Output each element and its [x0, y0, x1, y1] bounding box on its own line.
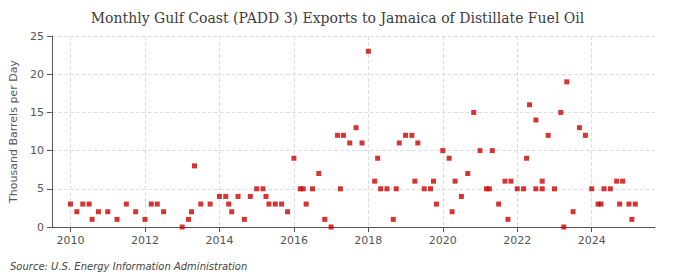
- svg-text:0: 0: [37, 221, 44, 234]
- svg-text:20: 20: [30, 68, 44, 81]
- svg-text:Monthly Gulf Coast (PADD 3) Ex: Monthly Gulf Coast (PADD 3) Exports to J…: [91, 10, 585, 26]
- svg-text:2018: 2018: [354, 234, 382, 247]
- svg-text:2022: 2022: [503, 234, 531, 247]
- svg-text:2016: 2016: [280, 234, 308, 247]
- svg-text:15: 15: [30, 106, 44, 119]
- svg-text:Thousand Barrels per Day: Thousand Barrels per Day: [7, 60, 20, 204]
- svg-text:2024: 2024: [578, 234, 606, 247]
- svg-text:2020: 2020: [429, 234, 457, 247]
- svg-text:2014: 2014: [205, 234, 233, 247]
- svg-text:2012: 2012: [131, 234, 159, 247]
- svg-text:Source: U.S. Energy Informatio: Source: U.S. Energy Information Administ…: [10, 261, 247, 272]
- svg-text:25: 25: [30, 30, 44, 43]
- svg-text:10: 10: [30, 144, 44, 157]
- svg-text:2010: 2010: [57, 234, 85, 247]
- svg-text:5: 5: [37, 182, 44, 195]
